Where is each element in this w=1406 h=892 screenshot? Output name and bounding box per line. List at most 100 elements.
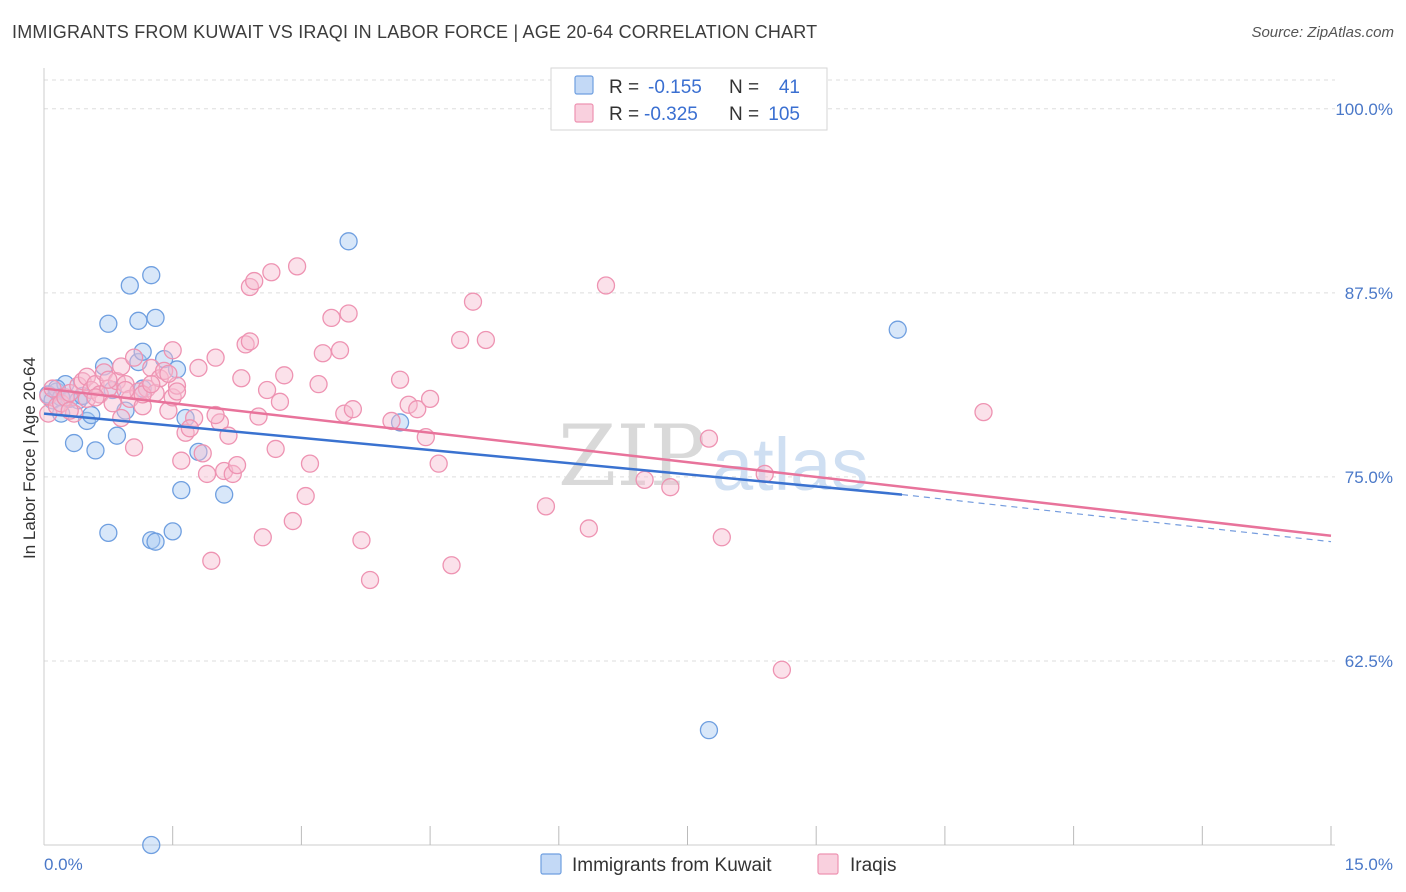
iraqi-point-83 [476, 330, 496, 350]
iraqi-point-66 [322, 308, 341, 328]
iraqi-point-94 [99, 370, 118, 389]
iraqi-point-76 [408, 400, 427, 419]
iraqi-point-17 [103, 394, 122, 413]
iraqi-point-48 [227, 455, 247, 475]
kuwait-point-14 [99, 314, 118, 333]
kuwait-point-24 [142, 266, 161, 285]
series-legend-label-kuwait: Immigrants from Kuwait [572, 855, 772, 876]
iraqi-point-40 [193, 444, 212, 463]
y-tick-labels: 62.5% 75.0% 87.5% 100.0% [1335, 100, 1393, 671]
iraqi-point-19 [112, 357, 131, 376]
iraqi-point-84 [536, 497, 556, 516]
iraqi-point-89 [699, 429, 719, 448]
iraqi-point-56 [262, 263, 281, 282]
iraqi-point-62 [296, 486, 315, 506]
kuwait-point-13 [99, 523, 118, 543]
kuwait-point-36 [699, 721, 719, 740]
source-credit: Source: ZipAtlas.com [1251, 24, 1394, 41]
series-legend-swatch-iraqi [817, 853, 839, 875]
kuwait-point-10 [82, 405, 101, 425]
iraqi-point-82 [463, 292, 483, 311]
x-tick-label-max: 15.0% [1345, 855, 1393, 874]
iraqi-point-67 [330, 341, 350, 360]
iraqi-point-88 [661, 478, 680, 497]
kuwait-point-30 [172, 481, 191, 500]
stats-legend: R = -0.155 N = 41 R = -0.325 N = 105 [550, 67, 828, 131]
series-legend: Immigrants from Kuwait Iraqis [540, 853, 896, 876]
iraqi-point-85 [579, 519, 598, 538]
kuwait-point-37 [888, 320, 907, 339]
iraqi-point-103 [86, 388, 105, 407]
iraqi-point-53 [249, 407, 268, 426]
series-kuwait-points [39, 232, 907, 855]
iraqi-point-65 [313, 344, 333, 363]
iraqi-point-78 [420, 389, 440, 409]
iraqi-point-63 [300, 454, 320, 473]
y-axis-label: In Labor Force | Age 20-64 [20, 357, 39, 559]
iraqi-point-39 [189, 358, 208, 378]
stats-legend-n-value-iraqi: 105 [768, 104, 800, 125]
series-legend-swatch-kuwait [540, 853, 562, 875]
trend-line-kuwait [43, 412, 903, 496]
iraqi-point-57 [266, 439, 285, 459]
iraqi-point-80 [442, 556, 461, 575]
iraqi-point-36 [172, 451, 191, 470]
iraqi-point-102 [240, 332, 260, 351]
iraqi-point-42 [202, 551, 221, 570]
iraqi-point-70 [343, 400, 363, 419]
iraqi-point-52 [245, 271, 264, 291]
stats-legend-r-value-kuwait: -0.155 [648, 77, 702, 98]
kuwait-point-6 [64, 433, 84, 453]
iraqi-point-55 [257, 380, 277, 400]
x-tick-label-min: 0.0% [44, 855, 83, 874]
iraqi-point-59 [275, 366, 294, 385]
stats-legend-box [550, 67, 828, 131]
trend-lines [43, 387, 1332, 543]
stats-legend-n-label-kuwait: N = [729, 77, 759, 98]
gridlines [44, 79, 1335, 662]
iraqi-point-99 [167, 382, 187, 401]
iraqi-point-101 [206, 405, 225, 425]
iraqi-point-47 [223, 464, 242, 484]
iraqi-point-64 [309, 374, 328, 394]
kuwait-point-19 [129, 311, 148, 330]
iraqi-point-87 [635, 470, 654, 489]
stats-legend-r-value-iraqi: -0.325 [644, 104, 698, 125]
iraqi-point-79 [429, 454, 448, 473]
iraqi-point-23 [124, 348, 144, 367]
kuwait-point-16 [107, 426, 127, 445]
y-tick-label-0: 62.5% [1345, 652, 1393, 671]
iraqi-point-86 [596, 276, 616, 295]
iraqi-point-49 [232, 369, 251, 388]
iraqi-point-92 [772, 660, 792, 679]
iraqi-point-60 [283, 511, 302, 531]
iraqi-point-24 [124, 438, 144, 457]
y-tick-label-3: 100.0% [1335, 100, 1393, 119]
kuwait-point-26 [146, 308, 165, 328]
kuwait-point-25 [146, 532, 165, 551]
stats-legend-r-label-kuwait: R = [609, 77, 639, 98]
iraqi-point-71 [352, 531, 371, 550]
iraqi-point-41 [197, 464, 217, 484]
kuwait-point-38 [142, 835, 161, 855]
iraqi-point-61 [287, 257, 307, 276]
kuwait-point-28 [163, 522, 182, 541]
iraqi-point-43 [206, 348, 225, 367]
stats-legend-n-value-kuwait: 41 [779, 77, 800, 98]
stats-legend-swatch-kuwait [574, 75, 594, 95]
series-iraqi-points [39, 257, 993, 679]
iraqi-point-74 [390, 370, 410, 389]
iraqi-point-93 [974, 402, 993, 422]
series-legend-label-iraqi: Iraqis [850, 855, 896, 876]
chart-title: IMMIGRANTS FROM KUWAIT VS IRAQI IN LABOR… [12, 22, 818, 42]
iraqi-point-58 [270, 392, 290, 411]
kuwait-point-18 [120, 276, 139, 295]
iraqi-point-20 [112, 408, 131, 428]
watermark-atlas: atlas [712, 423, 868, 506]
trend-line-kuwait-extension [901, 493, 1332, 543]
iraqi-point-69 [339, 304, 358, 323]
iraqi-point-97 [142, 374, 161, 394]
trend-line-iraqi [43, 387, 1332, 538]
iraqi-point-98 [159, 364, 178, 383]
